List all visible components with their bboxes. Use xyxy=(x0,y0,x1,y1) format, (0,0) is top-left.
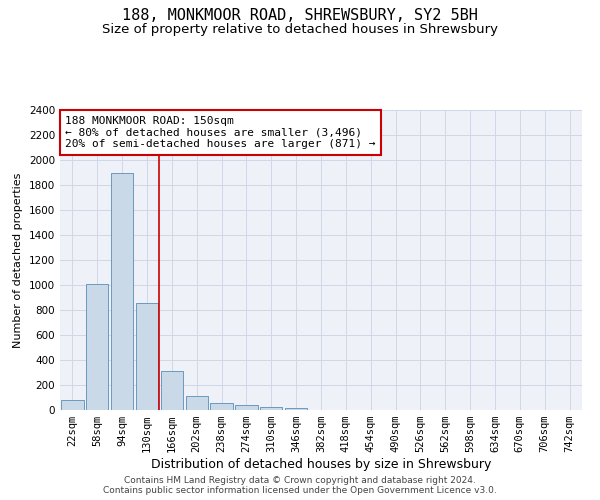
Bar xyxy=(136,302,158,410)
Bar xyxy=(61,400,83,410)
Bar xyxy=(285,408,307,410)
Text: 188 MONKMOOR ROAD: 150sqm
← 80% of detached houses are smaller (3,496)
20% of se: 188 MONKMOOR ROAD: 150sqm ← 80% of detac… xyxy=(65,116,376,149)
Bar xyxy=(211,403,233,410)
Bar xyxy=(260,407,283,410)
Y-axis label: Number of detached properties: Number of detached properties xyxy=(13,172,23,348)
Text: Size of property relative to detached houses in Shrewsbury: Size of property relative to detached ho… xyxy=(102,22,498,36)
Bar xyxy=(86,284,109,410)
Bar xyxy=(235,405,257,410)
X-axis label: Distribution of detached houses by size in Shrewsbury: Distribution of detached houses by size … xyxy=(151,458,491,471)
Text: 188, MONKMOOR ROAD, SHREWSBURY, SY2 5BH: 188, MONKMOOR ROAD, SHREWSBURY, SY2 5BH xyxy=(122,8,478,22)
Bar xyxy=(111,172,133,410)
Bar xyxy=(161,371,183,410)
Text: Contains HM Land Registry data © Crown copyright and database right 2024.
Contai: Contains HM Land Registry data © Crown c… xyxy=(103,476,497,495)
Bar xyxy=(185,396,208,410)
